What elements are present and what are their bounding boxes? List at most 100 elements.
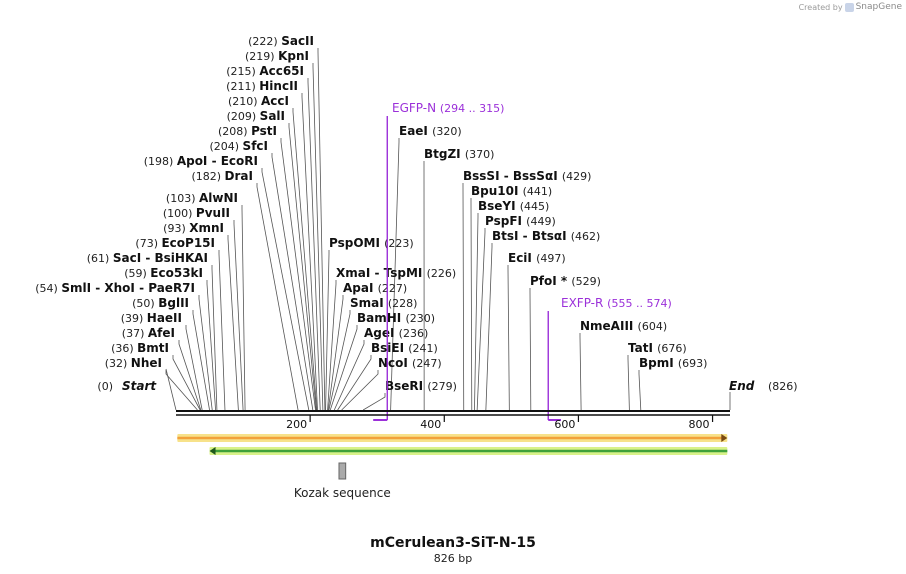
site-label[interactable]: (208) PstI bbox=[218, 124, 277, 138]
site-pspomi[interactable]: PspOMI (223) bbox=[325, 236, 414, 411]
site-pfoi[interactable]: PfoI * (529) bbox=[529, 274, 601, 411]
site-label[interactable]: (36) BmtI bbox=[111, 341, 169, 355]
site-bglii[interactable]: (50) BglII bbox=[132, 296, 210, 411]
site-drai[interactable]: (182) DraI bbox=[191, 169, 299, 411]
site-nmeaiii[interactable]: NmeAIII (604) bbox=[579, 319, 667, 411]
site-connector-line bbox=[307, 78, 321, 411]
site-acc65i[interactable]: (215) Acc65I bbox=[226, 64, 321, 411]
site-smai[interactable]: SmaI (228) bbox=[328, 296, 418, 411]
site-label[interactable]: (222) SacII bbox=[248, 34, 314, 48]
site-connector-line bbox=[529, 288, 532, 411]
site-label[interactable]: (182) DraI bbox=[191, 169, 253, 183]
site-bseri[interactable]: BseRI (279) bbox=[362, 379, 457, 411]
site-label[interactable]: Bpu10I (441) bbox=[471, 184, 552, 198]
site-apoi[interactable]: (198) ApoI - EcoRI bbox=[144, 154, 310, 411]
kozak-sequence-box[interactable] bbox=[338, 462, 347, 480]
site-haeii[interactable]: (39) HaeII bbox=[121, 311, 203, 411]
site-label[interactable]: BssSI - BssSαI (429) bbox=[463, 169, 591, 183]
site-label[interactable]: (54) SmlI - XhoI - PaeR7I bbox=[35, 281, 195, 295]
site-pvuii[interactable]: (100) PvuII bbox=[163, 206, 244, 411]
site-label[interactable]: (50) BglII bbox=[132, 296, 189, 310]
site-label[interactable]: TatI (676) bbox=[628, 341, 687, 355]
site-sfci[interactable]: (204) SfcI bbox=[209, 139, 314, 411]
site-label[interactable]: ApaI (227) bbox=[343, 281, 407, 295]
site-kpni[interactable]: (219) KpnI bbox=[245, 49, 324, 411]
site-label[interactable]: (210) AccI bbox=[228, 94, 289, 108]
site-label[interactable]: BsiEI (241) bbox=[371, 341, 438, 355]
site-label[interactable]: (100) PvuII bbox=[163, 206, 230, 220]
site-xmai[interactable]: XmaI - TspMI (226) bbox=[327, 266, 457, 411]
site-bamhi[interactable]: BamHI (230) bbox=[329, 311, 435, 411]
primer-label[interactable]: EGFP-N (294 .. 315) bbox=[392, 101, 504, 115]
site-eaei[interactable]: EaeI (320) bbox=[390, 124, 462, 411]
site-label[interactable]: XmaI - TspMI (226) bbox=[336, 266, 456, 280]
site-ecop15i[interactable]: (73) EcoP15I bbox=[135, 236, 226, 411]
site-sali[interactable]: (209) SalI bbox=[227, 109, 317, 411]
site-tati[interactable]: TatI (676) bbox=[627, 341, 687, 411]
site-label[interactable]: AgeI (236) bbox=[364, 326, 428, 340]
site-position: (441) bbox=[523, 185, 553, 198]
site-pspfi[interactable]: PspFI (449) bbox=[476, 214, 556, 411]
site-label[interactable]: PspOMI (223) bbox=[329, 236, 414, 250]
site-eco53ki[interactable]: (59) Eco53kI bbox=[124, 266, 216, 411]
site-label[interactable]: (215) Acc65I bbox=[226, 64, 304, 78]
site-apai[interactable]: ApaI (227) bbox=[327, 281, 407, 411]
site-bseyi[interactable]: BseYI (445) bbox=[474, 199, 549, 411]
primer-exfp-r[interactable]: EXFP-R (555 .. 574) bbox=[547, 296, 672, 421]
site-label[interactable]: (219) KpnI bbox=[245, 49, 309, 63]
site-connector-line bbox=[474, 213, 479, 411]
site-label[interactable]: EaeI (320) bbox=[399, 124, 462, 138]
primer-egfp-n[interactable]: EGFP-N (294 .. 315) bbox=[373, 101, 504, 421]
site-label[interactable]: BtsI - BtsαI (462) bbox=[492, 229, 600, 243]
site-bpu10i[interactable]: Bpu10I (441) bbox=[470, 184, 552, 411]
primer-name: EGFP-N bbox=[392, 101, 440, 115]
site-label[interactable]: (204) SfcI bbox=[209, 139, 268, 153]
site-label[interactable]: (93) XmnI bbox=[163, 221, 224, 235]
site-label[interactable]: BamHI (230) bbox=[357, 311, 435, 325]
site-label[interactable]: (103) AlwNI bbox=[166, 191, 238, 205]
site-label[interactable]: BtgZI (370) bbox=[424, 147, 494, 161]
site-bsiei[interactable]: BsiEI (241) bbox=[337, 341, 438, 411]
site-sacii[interactable]: (222) SacII bbox=[248, 34, 326, 411]
site-label[interactable]: BpmI (693) bbox=[639, 356, 707, 370]
site-hincii[interactable]: (211) HincII bbox=[226, 79, 318, 411]
site-btgzi[interactable]: BtgZI (370) bbox=[423, 147, 494, 411]
site-bsssi[interactable]: BssSI - BssSαI (429) bbox=[462, 169, 591, 411]
site-acci[interactable]: (210) AccI bbox=[228, 94, 318, 411]
site-label[interactable]: (211) HincII bbox=[226, 79, 298, 93]
site-ecii[interactable]: EciI (497) bbox=[507, 251, 566, 411]
site-alwni[interactable]: (103) AlwNI bbox=[166, 191, 246, 411]
site-label[interactable]: (59) Eco53kI bbox=[124, 266, 203, 280]
site-nhei[interactable]: (32) NheI bbox=[105, 356, 198, 411]
site-label[interactable]: (198) ApoI - EcoRI bbox=[144, 154, 258, 168]
site-agei[interactable]: AgeI (236) bbox=[333, 326, 428, 411]
site-bpmi[interactable]: BpmI (693) bbox=[638, 356, 707, 411]
site-label[interactable]: (73) EcoP15I bbox=[135, 236, 215, 250]
site-label[interactable]: BseYI (445) bbox=[478, 199, 549, 213]
site-position: (236) bbox=[399, 327, 429, 340]
site-psti[interactable]: (208) PstI bbox=[218, 124, 316, 411]
primer-label[interactable]: EXFP-R (555 .. 574) bbox=[561, 296, 672, 310]
site-afei[interactable]: (37) AfeI bbox=[122, 326, 202, 411]
site-label[interactable]: BseRI (279) bbox=[385, 379, 457, 393]
site-xmni[interactable]: (93) XmnI bbox=[163, 221, 239, 411]
site-connector-line bbox=[337, 355, 372, 411]
site-bmti[interactable]: (36) BmtI bbox=[111, 341, 201, 411]
site-label[interactable]: NcoI (247) bbox=[378, 356, 442, 370]
site-label[interactable]: (39) HaeII bbox=[121, 311, 182, 325]
site-label[interactable]: NmeAIII (604) bbox=[580, 319, 667, 333]
site-label[interactable]: (32) NheI bbox=[105, 356, 162, 370]
site-label[interactable]: PspFI (449) bbox=[485, 214, 556, 228]
site-smli[interactable]: (54) SmlI - XhoI - PaeR7I bbox=[35, 281, 213, 411]
site-ncoi[interactable]: NcoI (247) bbox=[341, 356, 442, 411]
site-label[interactable]: EciI (497) bbox=[508, 251, 566, 265]
site-label[interactable]: (61) SacI - BsiHKAI bbox=[87, 251, 208, 265]
site-saci[interactable]: (61) SacI - BsiHKAI bbox=[87, 251, 218, 411]
site-label[interactable]: PfoI * (529) bbox=[530, 274, 601, 288]
site-label[interactable]: (209) SalI bbox=[227, 109, 285, 123]
site-label[interactable]: (37) AfeI bbox=[122, 326, 175, 340]
site-btsi[interactable]: BtsI - BtsαI (462) bbox=[485, 229, 600, 411]
site-name: PvuII bbox=[196, 206, 230, 220]
site-label[interactable]: SmaI (228) bbox=[350, 296, 417, 310]
